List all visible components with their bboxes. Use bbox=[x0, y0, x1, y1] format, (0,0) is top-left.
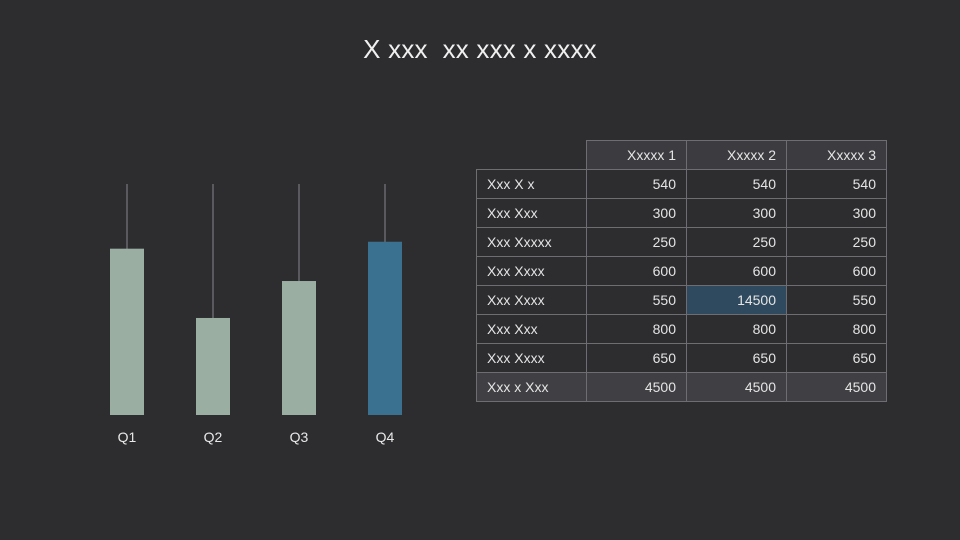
table-cell: 250 bbox=[686, 227, 787, 257]
slide-title: X xxx xx xxx x xxxx bbox=[363, 34, 597, 64]
table-cell: 600 bbox=[686, 256, 787, 286]
table-row: Xxx Xxxxx 250 250 250 bbox=[476, 227, 887, 257]
row-label: Xxx Xxxx bbox=[476, 285, 587, 315]
x-tick-label: Q4 bbox=[376, 429, 395, 445]
column-header: Xxxxx 3 bbox=[786, 140, 887, 170]
table-cell: 300 bbox=[686, 198, 787, 228]
row-label: Xxx Xxxxx bbox=[476, 227, 587, 257]
table-cell: 4500 bbox=[586, 372, 687, 402]
row-label: Xxx x Xxx bbox=[476, 372, 587, 402]
bar-q1 bbox=[110, 248, 144, 415]
row-label: Xxx X x bbox=[476, 169, 587, 199]
table-cell: 800 bbox=[786, 314, 887, 344]
table-row: Xxx Xxxx 650 650 650 bbox=[476, 343, 887, 373]
table-header-row: Xxxxx 1 Xxxxx 2 Xxxxx 3 bbox=[476, 140, 887, 170]
bar-q4 bbox=[368, 241, 402, 415]
table-cell: 540 bbox=[586, 169, 687, 199]
table-row: Xxx X x 540 540 540 bbox=[476, 169, 887, 199]
bar-q2 bbox=[196, 317, 230, 415]
table-cell: 650 bbox=[586, 343, 687, 373]
column-header: Xxxxx 2 bbox=[686, 140, 787, 170]
x-tick-label: Q2 bbox=[204, 429, 223, 445]
table-cell: 600 bbox=[586, 256, 687, 286]
table-cell: 300 bbox=[786, 198, 887, 228]
table-cell: 550 bbox=[786, 285, 887, 315]
table-row: Xxx Xxx 800 800 800 bbox=[476, 314, 887, 344]
row-label: Xxx Xxxx bbox=[476, 343, 587, 373]
table-row: Xxx Xxx 300 300 300 bbox=[476, 198, 887, 228]
column-header: Xxxxx 1 bbox=[586, 140, 687, 170]
bar-q3 bbox=[282, 281, 316, 415]
table-cell: 800 bbox=[686, 314, 787, 344]
table-cell: 650 bbox=[786, 343, 887, 373]
table-row: Xxx Xxxx 550 14500 550 bbox=[476, 285, 887, 315]
table-cell: 4500 bbox=[786, 372, 887, 402]
table-corner-cell bbox=[476, 140, 587, 170]
table-cell: 600 bbox=[786, 256, 887, 286]
table-cell: 250 bbox=[786, 227, 887, 257]
table-cell: 14500 bbox=[686, 285, 787, 315]
table-cell: 250 bbox=[586, 227, 687, 257]
x-tick-label: Q1 bbox=[118, 429, 137, 445]
table-cell: 540 bbox=[686, 169, 787, 199]
table-cell: 300 bbox=[586, 198, 687, 228]
row-label: Xxx Xxx bbox=[476, 198, 587, 228]
table-cell: 800 bbox=[586, 314, 687, 344]
x-tick-label: Q3 bbox=[290, 429, 309, 445]
table-cell: 550 bbox=[586, 285, 687, 315]
table-cell: 4500 bbox=[686, 372, 787, 402]
table-cell: 650 bbox=[686, 343, 787, 373]
row-label: Xxx Xxx bbox=[476, 314, 587, 344]
table-row: Xxx x Xxx 4500 4500 4500 bbox=[476, 372, 887, 402]
row-label: Xxx Xxxx bbox=[476, 256, 587, 286]
table-cell: 540 bbox=[786, 169, 887, 199]
data-table: Xxxxx 1 Xxxxx 2 Xxxxx 3 Xxx X x 540 540 540… bbox=[476, 140, 887, 402]
table-row: Xxx Xxxx 600 600 600 bbox=[476, 256, 887, 286]
